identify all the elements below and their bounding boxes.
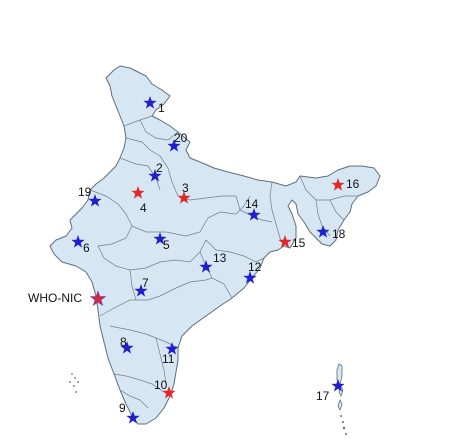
site-marker-14-blue-star bbox=[247, 208, 261, 221]
site-label-2: 2 bbox=[156, 161, 163, 175]
site-label-14: 14 bbox=[245, 197, 259, 211]
site-marker-3-red-star bbox=[177, 191, 191, 204]
site-marker-4-red-star bbox=[131, 186, 145, 199]
site-marker-9-blue-star bbox=[126, 411, 140, 424]
india-mainland bbox=[49, 65, 381, 425]
site-label-7: 7 bbox=[142, 276, 149, 290]
site-label-6: 6 bbox=[83, 241, 90, 255]
site-marker-16-red-star bbox=[331, 178, 345, 191]
site-label-5: 5 bbox=[163, 238, 170, 252]
site-label-13: 13 bbox=[213, 251, 227, 265]
site-marker-1-blue-star bbox=[143, 96, 157, 109]
site-label-who-nic: WHO-NIC bbox=[28, 291, 82, 305]
site-label-17: 17 bbox=[316, 389, 330, 403]
site-marker-12-blue-star bbox=[243, 271, 257, 284]
andaman-nicobar-islands bbox=[336, 363, 347, 435]
site-marker-13-blue-star bbox=[199, 260, 213, 273]
site-label-15: 15 bbox=[292, 236, 306, 250]
site-marker-18-blue-star bbox=[316, 225, 330, 238]
site-label-18: 18 bbox=[332, 227, 346, 241]
site-label-16: 16 bbox=[346, 177, 360, 191]
site-label-1: 1 bbox=[158, 101, 165, 115]
site-marker-7-blue-star bbox=[134, 284, 148, 297]
site-label-9: 9 bbox=[119, 401, 126, 415]
site-label-12: 12 bbox=[248, 260, 262, 274]
site-marker-10-red-star bbox=[162, 386, 176, 399]
site-marker-15-red-star bbox=[278, 235, 292, 248]
site-marker-6-blue-star bbox=[71, 235, 85, 248]
site-marker-who-nic-red-star bbox=[89, 290, 107, 307]
site-marker-5-blue-star bbox=[153, 232, 167, 245]
site-markers bbox=[71, 96, 345, 424]
site-marker-11-blue-star bbox=[165, 342, 179, 355]
site-label-11: 11 bbox=[162, 352, 175, 366]
site-label-8: 8 bbox=[120, 335, 127, 349]
site-label-10: 10 bbox=[154, 378, 168, 392]
site-marker-19-blue-star bbox=[88, 194, 102, 207]
site-label-3: 3 bbox=[182, 181, 189, 195]
site-marker-2-blue-star bbox=[148, 169, 162, 182]
site-marker-17-blue-star bbox=[331, 379, 345, 392]
site-label-4: 4 bbox=[140, 201, 147, 215]
lakshadweep-islands bbox=[69, 373, 79, 393]
site-marker-20-blue-star bbox=[167, 139, 181, 152]
site-label-19: 19 bbox=[78, 185, 92, 199]
site-label-20: 20 bbox=[174, 131, 188, 145]
site-marker-8-blue-star bbox=[120, 341, 134, 354]
